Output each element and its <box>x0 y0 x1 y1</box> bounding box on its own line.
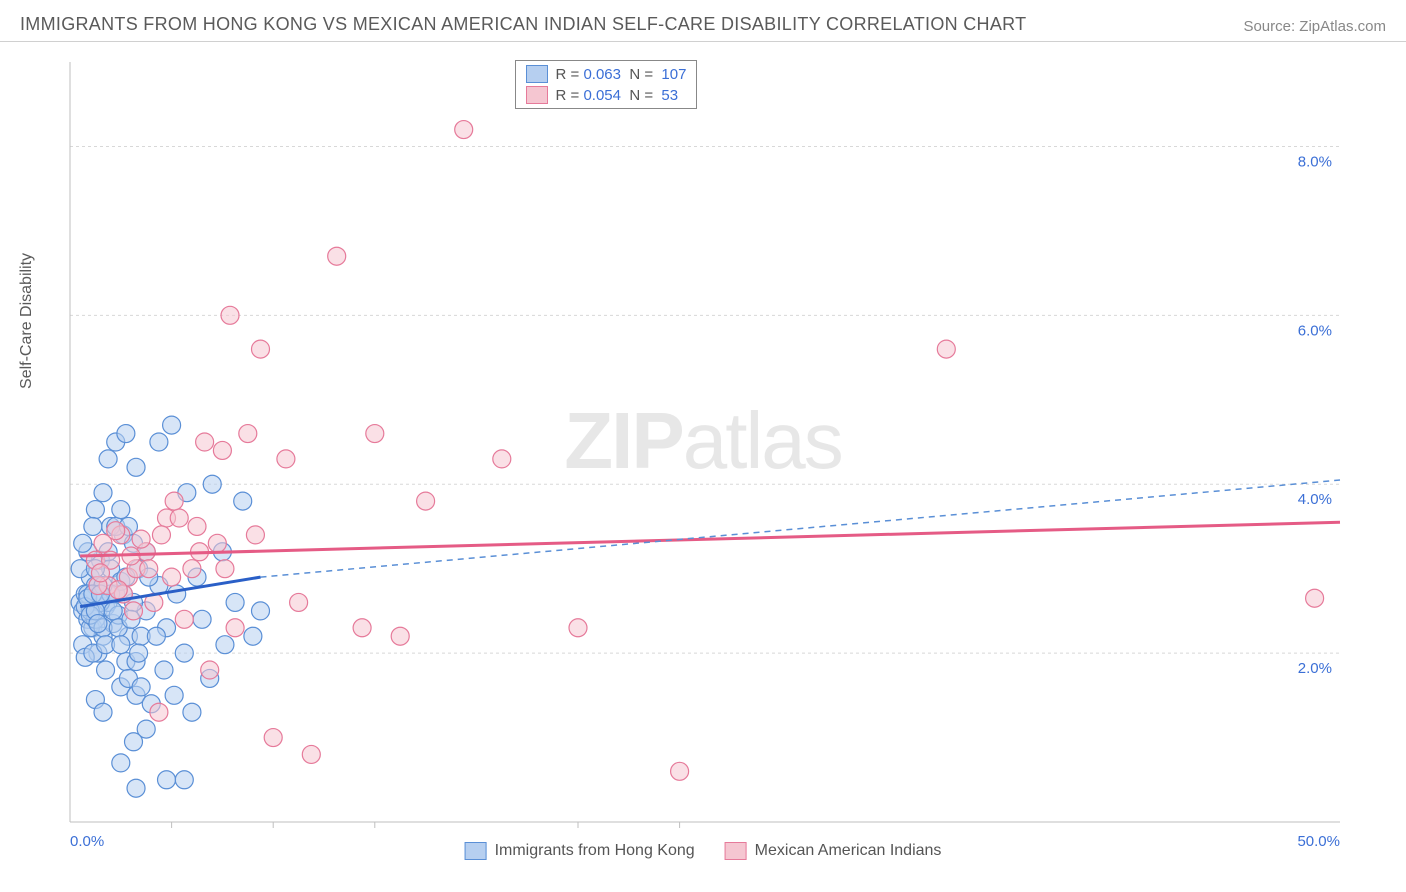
header-bar: IMMIGRANTS FROM HONG KONG VS MEXICAN AME… <box>0 0 1406 42</box>
legend-swatch <box>526 86 548 104</box>
svg-text:0.0%: 0.0% <box>70 833 104 850</box>
legend-swatch <box>725 842 747 860</box>
svg-text:6.0%: 6.0% <box>1298 322 1332 339</box>
bottom-legend-item: Mexican American Indians <box>725 842 942 860</box>
legend-swatch <box>526 65 548 83</box>
svg-text:4.0%: 4.0% <box>1298 491 1332 508</box>
svg-text:8.0%: 8.0% <box>1298 153 1332 170</box>
stats-legend: R = 0.063 N = 107 R = 0.054 N = 53 <box>515 60 698 109</box>
svg-text:2.0%: 2.0% <box>1298 660 1332 677</box>
legend-row: R = 0.063 N = 107 <box>526 65 687 83</box>
bottom-legend-item: Immigrants from Hong Kong <box>465 842 695 860</box>
legend-row: R = 0.054 N = 53 <box>526 86 687 104</box>
chart-area: Self-Care Disability 2.0% 4.0% 6.0% 8.0% 0.0… <box>20 52 1386 862</box>
source-text: Source: ZipAtlas.com <box>1243 18 1386 35</box>
legend-label: Immigrants from Hong Kong <box>495 842 695 860</box>
scatter-chart: 2.0% 4.0% 6.0% 8.0% 0.0% 50.0% <box>20 52 1386 862</box>
legend-swatch <box>465 842 487 860</box>
legend-label: Mexican American Indians <box>755 842 942 860</box>
y-axis-label: Self-Care Disability <box>18 253 36 389</box>
bottom-legend: Immigrants from Hong Kong Mexican America… <box>465 842 942 860</box>
legend-stats-text: R = 0.054 N = 53 <box>556 87 679 104</box>
chart-title: IMMIGRANTS FROM HONG KONG VS MEXICAN AME… <box>20 14 1026 35</box>
svg-text:50.0%: 50.0% <box>1297 833 1340 850</box>
legend-stats-text: R = 0.063 N = 107 <box>556 66 687 83</box>
